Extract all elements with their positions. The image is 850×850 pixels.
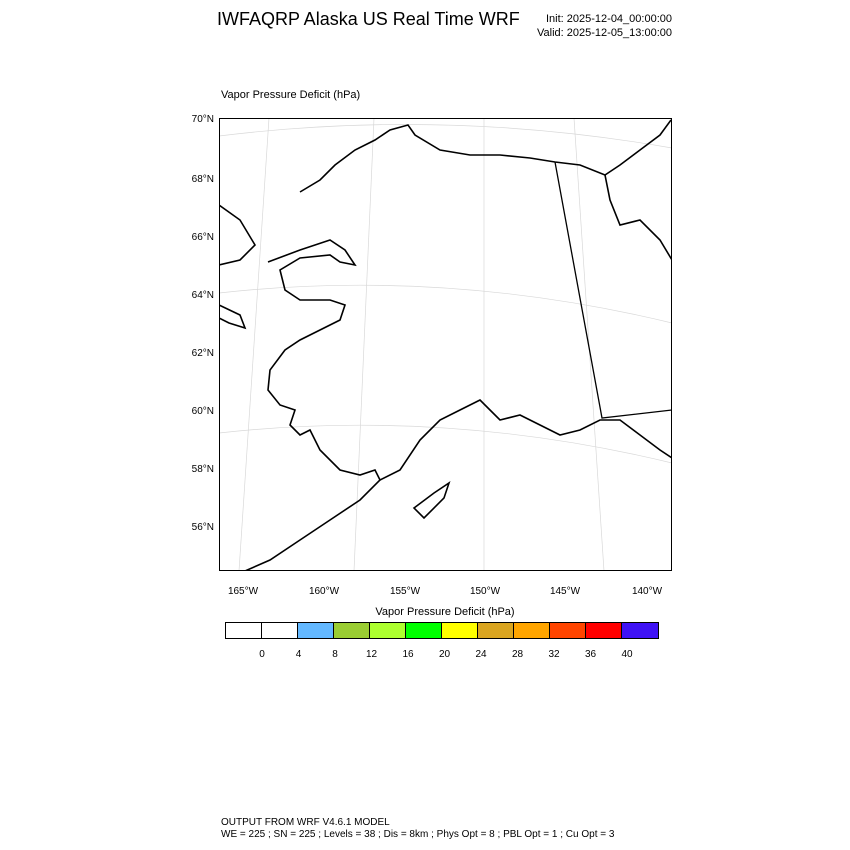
init-time: Init: 2025-12-04_00:00:00 — [546, 13, 672, 25]
colorbar-label: 40 — [621, 649, 633, 660]
lat-label: 62°N — [191, 348, 214, 359]
lon-label: 140°W — [631, 586, 663, 597]
lat-label: 56°N — [191, 522, 214, 533]
lat-label: 66°N — [191, 232, 214, 243]
footer-line-2: WE = 225 ; SN = 225 ; Levels = 38 ; Dis … — [221, 829, 615, 840]
valid-time: Valid: 2025-12-05_13:00:00 — [537, 27, 672, 39]
colorbar-label: 4 — [295, 649, 302, 660]
lon-label: 165°W — [227, 586, 259, 597]
plot-title: IWFAQRP Alaska US Real Time WRF — [217, 9, 520, 29]
map-panel — [219, 118, 672, 571]
graticule — [219, 118, 672, 571]
lon-label: 155°W — [389, 586, 421, 597]
colorbar-swatch — [586, 623, 622, 638]
colorbar-swatch — [370, 623, 406, 638]
colorbar-label: 0 — [259, 649, 265, 660]
colorbar-swatch — [442, 623, 478, 638]
lon-label: 150°W — [469, 586, 501, 597]
colorbar-swatch — [478, 623, 514, 638]
lat-label: 64°N — [191, 290, 214, 301]
colorbar-swatch — [334, 623, 370, 638]
colorbar-swatch — [406, 623, 442, 638]
lat-label: 70°N — [191, 114, 214, 125]
colorbar-label: 20 — [438, 649, 451, 660]
lat-label: 68°N — [191, 174, 214, 185]
footer-line-1: OUTPUT FROM WRF V4.6.1 MODEL — [221, 817, 390, 828]
lon-label: 160°W — [308, 586, 340, 597]
colorbar-swatch — [262, 623, 298, 638]
lat-label: 60°N — [191, 406, 214, 417]
colorbar — [225, 622, 659, 639]
colorbar-swatch — [226, 623, 262, 638]
colorbar-swatch — [622, 623, 658, 638]
coastline — [219, 119, 672, 571]
map-frame — [219, 118, 672, 571]
colorbar-swatch — [298, 623, 334, 638]
colorbar-label: 16 — [402, 649, 414, 660]
colorbar-label: 36 — [584, 649, 597, 660]
field-label: Vapor Pressure Deficit (hPa) — [221, 89, 361, 101]
border — [554, 161, 672, 419]
colorbar-swatch — [550, 623, 586, 638]
lon-label: 145°W — [549, 586, 581, 597]
lat-label: 58°N — [191, 464, 214, 475]
colorbar-label: 24 — [475, 649, 487, 660]
colorbar-swatch — [514, 623, 550, 638]
colorbar-title: Vapor Pressure Deficit (hPa) — [375, 606, 515, 618]
colorbar-label: 32 — [548, 649, 560, 660]
colorbar-label: 28 — [511, 649, 524, 660]
colorbar-label: 12 — [365, 649, 378, 660]
colorbar-label: 8 — [332, 649, 338, 660]
